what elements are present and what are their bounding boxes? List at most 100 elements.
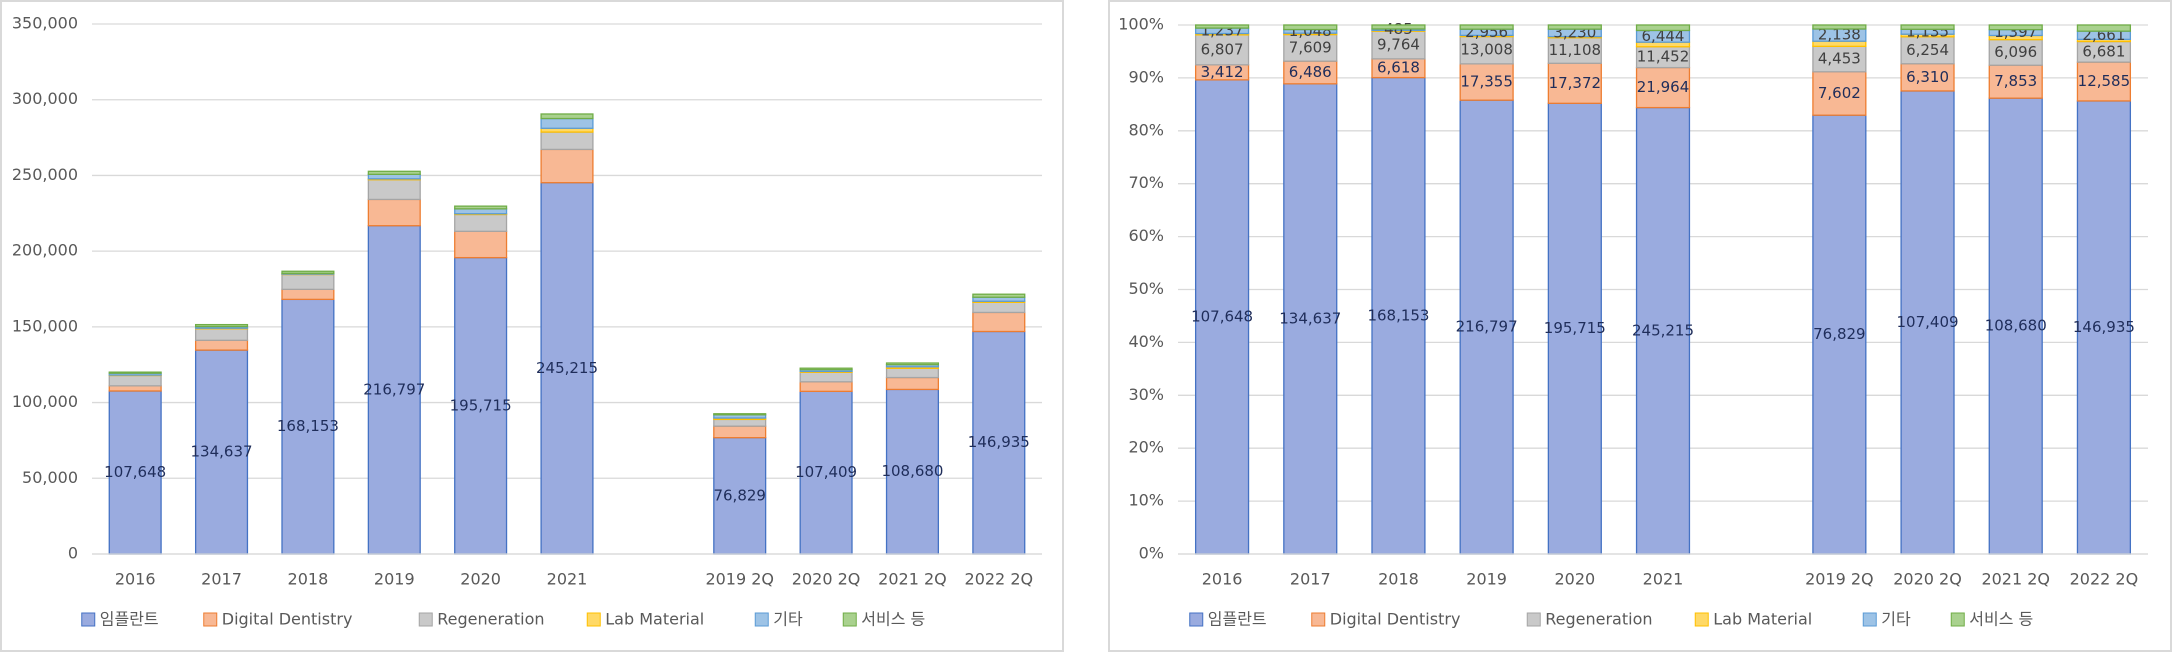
bar-segment: [1900, 36, 1955, 65]
data-label: 11,452: [1637, 48, 1690, 66]
x-tick-label: 2021 2Q: [878, 570, 947, 589]
x-tick-label: 2018: [288, 570, 329, 589]
bar-segment: [1812, 24, 1867, 30]
legend-swatch: [1526, 612, 1541, 627]
bar-segment: [799, 371, 853, 383]
legend-swatch: [754, 612, 769, 627]
bar-segment: [108, 374, 162, 387]
data-label: 7,609: [1289, 38, 1332, 56]
data-label: 134,637: [1279, 309, 1341, 327]
legend-label: 서비스 등: [1969, 610, 2033, 629]
bar-segment: [799, 390, 853, 555]
y-tick-label: 50%: [1128, 279, 1164, 298]
y-tick-label: 300,000: [12, 89, 78, 108]
x-tick-label: 2019: [1466, 570, 1507, 589]
data-label: 6,096: [1994, 43, 2037, 61]
x-tick-label: 2020: [1554, 570, 1595, 589]
bar-segment: [540, 117, 594, 129]
bar-segment: [194, 349, 249, 555]
bar-segment: [454, 213, 508, 232]
x-tick-label: 2022 2Q: [965, 570, 1034, 589]
bar-segment: [972, 311, 1026, 333]
data-label: 11,108: [1549, 41, 1602, 59]
bar-segment: [1283, 33, 1338, 62]
data-label: 6,807: [1201, 40, 1244, 58]
data-label: 6,486: [1289, 63, 1332, 81]
bar-segment: [1547, 37, 1602, 64]
x-tick-label: 2018: [1378, 570, 1419, 589]
bar-segment: [713, 425, 767, 439]
data-label: 6,254: [1906, 41, 1949, 59]
bar-segment: [2076, 24, 2132, 32]
legend-swatch: [1311, 612, 1326, 627]
y-tick-label: 80%: [1128, 120, 1164, 139]
legend-label: 기타: [773, 610, 803, 629]
data-label: 146,935: [2073, 318, 2135, 336]
data-label: 107,409: [795, 463, 857, 481]
data-label: 195,715: [450, 396, 512, 414]
bar-segment: [108, 371, 162, 374]
bar-segment: [2076, 61, 2132, 102]
bar-segment: [194, 323, 249, 328]
x-tick-label: 2020 2Q: [1893, 570, 1962, 589]
legend-swatch: [1189, 612, 1204, 627]
data-label: 1,237: [1201, 21, 1244, 39]
x-tick-label: 2017: [201, 570, 242, 589]
x-tick-label: 2017: [1290, 570, 1331, 589]
legend-label: 임플란트: [1208, 610, 1267, 629]
data-label: 6,681: [2082, 42, 2125, 60]
bar-segment: [1812, 45, 1867, 73]
y-tick-label: 40%: [1128, 332, 1164, 351]
data-label: 107,409: [1897, 313, 1959, 331]
bar-segment: [1900, 63, 1955, 92]
legend-label: Lab Material: [1713, 610, 1812, 629]
legend-label: Digital Dentistry: [222, 610, 353, 629]
bar-segment: [972, 301, 1026, 314]
legend-swatch: [81, 612, 96, 627]
bar-segment: [454, 230, 508, 259]
data-label: 168,153: [277, 417, 339, 435]
data-label: 216,797: [1456, 318, 1518, 336]
data-label: 17,355: [1460, 73, 1513, 91]
data-label: 6,618: [1377, 59, 1420, 77]
legend-label: 임플란트: [100, 610, 159, 629]
y-tick-label: 350,000: [12, 14, 78, 33]
y-tick-label: 60%: [1128, 226, 1164, 245]
x-tick-label: 2019 2Q: [1805, 570, 1874, 589]
y-tick-label: 90%: [1128, 67, 1164, 86]
x-tick-label: 2021: [1643, 570, 1684, 589]
bar-segment: [367, 173, 421, 180]
legend-swatch: [1950, 612, 1965, 627]
data-label: 3,412: [1201, 63, 1244, 81]
legend-swatch: [418, 612, 433, 627]
bar-segment: [1635, 66, 1691, 109]
bar-segment: [1194, 24, 1250, 29]
y-tick-label: 70%: [1128, 173, 1164, 192]
data-label: 13,008: [1460, 41, 1513, 59]
y-tick-label: 30%: [1128, 385, 1164, 404]
bar-segment: [1547, 62, 1602, 104]
bar-segment: [108, 390, 162, 555]
legend-label: 서비스 등: [861, 610, 925, 629]
data-label: 168,153: [1367, 306, 1429, 324]
legend-swatch: [842, 612, 857, 627]
data-label: 108,680: [881, 462, 943, 480]
x-tick-label: 2022 2Q: [2070, 570, 2139, 589]
bar-segment: [1988, 97, 2043, 555]
data-label: 17,372: [1549, 74, 1602, 92]
y-tick-label: 200,000: [12, 241, 78, 260]
bar-segment: [2076, 100, 2132, 555]
x-tick-label: 2016: [115, 570, 156, 589]
data-label: 21,964: [1637, 78, 1690, 96]
bar-segment: [1459, 99, 1514, 555]
bar-segment: [1371, 24, 1426, 30]
legend-swatch: [1862, 612, 1877, 627]
data-label: 76,829: [1813, 325, 1866, 343]
bar-segment: [367, 198, 421, 227]
data-label: 4,453: [1818, 50, 1861, 68]
bar-segment: [281, 273, 335, 290]
bar-segment: [972, 293, 1026, 298]
legend-label: Regeneration: [437, 610, 544, 629]
bar-segment: [1194, 34, 1250, 66]
